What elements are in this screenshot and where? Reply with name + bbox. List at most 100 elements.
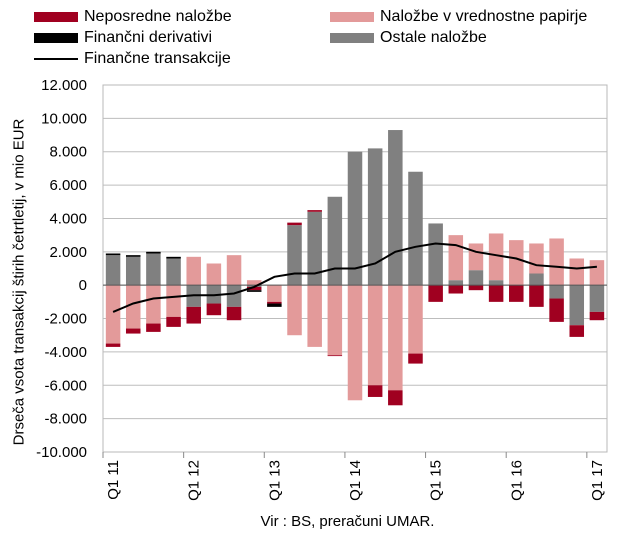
x-tick-label: Q1 16 — [508, 460, 525, 501]
bar-segment — [105, 255, 121, 286]
bar-segment — [569, 285, 585, 326]
bar-segment — [105, 343, 121, 347]
bar-segment — [166, 285, 181, 317]
bar-segment — [307, 210, 322, 212]
y-tick-label: -6.000 — [44, 377, 87, 394]
bar-segment — [146, 253, 161, 286]
bar-segment — [448, 285, 464, 294]
bar-segment — [589, 311, 605, 321]
legend-item-vrednostni-papirji: Naložbe v vrednostne papirje — [330, 8, 587, 26]
legend-item-ostale: Ostale naložbe — [330, 29, 487, 47]
legend-item-derivativi: Finančni derivativi — [34, 29, 212, 47]
legend-swatch-derivativi — [34, 33, 78, 43]
bar-segment — [347, 151, 363, 286]
bar-segment — [226, 255, 242, 286]
legend-swatch-neposredne — [34, 12, 78, 22]
y-tick-label: 10.000 — [41, 110, 87, 127]
y-tick-label: -2.000 — [44, 311, 87, 328]
bar-segment — [388, 285, 403, 391]
bar-segment — [287, 222, 302, 226]
bar-segment — [287, 285, 302, 336]
bar-segment — [529, 243, 544, 274]
bar-segment — [166, 258, 181, 286]
legend-label-ostale: Ostale naložbe — [380, 29, 487, 46]
bar-segment — [468, 270, 484, 286]
y-tick-label: 8.000 — [49, 144, 87, 161]
bar-segment — [287, 225, 302, 286]
x-tick-label: Q1 15 — [428, 460, 445, 501]
bar-segment — [307, 285, 322, 347]
bar-segment — [307, 211, 322, 286]
bar-segment — [166, 316, 181, 327]
legend-label-transakcije: Finančne transakcije — [84, 50, 231, 67]
line-financne-transakcije — [112, 242, 597, 313]
bar-segment — [569, 258, 585, 286]
legend-line-transakcije — [34, 58, 78, 60]
bar-segment — [488, 285, 504, 302]
bar-segment — [206, 303, 222, 316]
y-tick-label: -8.000 — [44, 411, 87, 428]
bar-segment — [327, 196, 343, 286]
bar-segment — [267, 285, 282, 302]
bar-segment — [408, 171, 423, 286]
bar-segment — [589, 260, 605, 286]
y-tick-label: 4.000 — [49, 210, 87, 227]
x-tick-label: Q1 14 — [347, 460, 364, 501]
y-axis-title: Drseča vsota transakcij štirih četrtleti… — [10, 118, 28, 446]
plot-frame — [102, 84, 608, 453]
bar-segment — [105, 253, 121, 256]
bar-segment — [206, 263, 222, 286]
x-tick-label: Q1 13 — [266, 460, 283, 501]
bar-segment — [569, 325, 585, 337]
y-tick-label: 2.000 — [49, 244, 87, 261]
legend: Neposredne naložbe Naložbe v vrednostne … — [0, 0, 625, 70]
bar-segment — [125, 256, 141, 286]
bar-segment — [549, 238, 564, 286]
legend-label-neposredne: Neposredne naložbe — [84, 8, 232, 25]
bar-segment — [488, 280, 504, 286]
bar-segment — [367, 285, 383, 386]
legend-swatch-vrednostni-papirji — [330, 12, 374, 22]
source-note: Vir : BS, preračuni UMAR. — [260, 513, 435, 530]
bar-segment — [226, 285, 242, 307]
bar-segment — [146, 323, 161, 332]
y-tick-label: -4.000 — [44, 344, 87, 361]
bar-segment — [246, 290, 262, 292]
y-tick-label: 0 — [79, 277, 87, 294]
bar-segment — [186, 256, 201, 286]
bar-segment — [468, 243, 484, 271]
bar-segment — [428, 285, 443, 302]
legend-swatch-ostale — [330, 33, 374, 43]
legend-item-neposredne: Neposredne naložbe — [34, 8, 232, 26]
bar-segment — [186, 306, 201, 324]
bar-segment — [267, 301, 282, 304]
bar-segment — [488, 233, 504, 281]
bar-segment — [367, 148, 383, 286]
bar-segment — [246, 280, 262, 286]
bar-segment — [448, 280, 464, 286]
bar-segment — [509, 285, 524, 302]
bar-segment — [388, 130, 403, 286]
bar-segment — [347, 285, 363, 401]
x-tick-label: Q1 11 — [105, 460, 122, 500]
bar-segment — [428, 223, 443, 286]
bar-segment — [549, 285, 564, 299]
bar-segment — [105, 285, 121, 344]
bar-segment — [327, 285, 343, 356]
y-tick-label: 12.000 — [41, 77, 87, 94]
bar-segment — [509, 240, 524, 286]
bar-segment — [529, 285, 544, 307]
bar-segment — [125, 328, 141, 334]
legend-item-transakcije: Finančne transakcije — [34, 50, 231, 68]
bar-segment — [327, 355, 343, 357]
bar-segment — [125, 285, 141, 329]
bar-segment — [125, 255, 141, 257]
bar-segment — [267, 303, 282, 307]
bar-segment — [549, 298, 564, 322]
x-tick-label: Q1 17 — [589, 460, 606, 501]
y-tick-label: -10.000 — [36, 444, 87, 461]
bar-segment — [367, 385, 383, 397]
bar-segment — [226, 306, 242, 321]
bar-segment — [408, 285, 423, 354]
